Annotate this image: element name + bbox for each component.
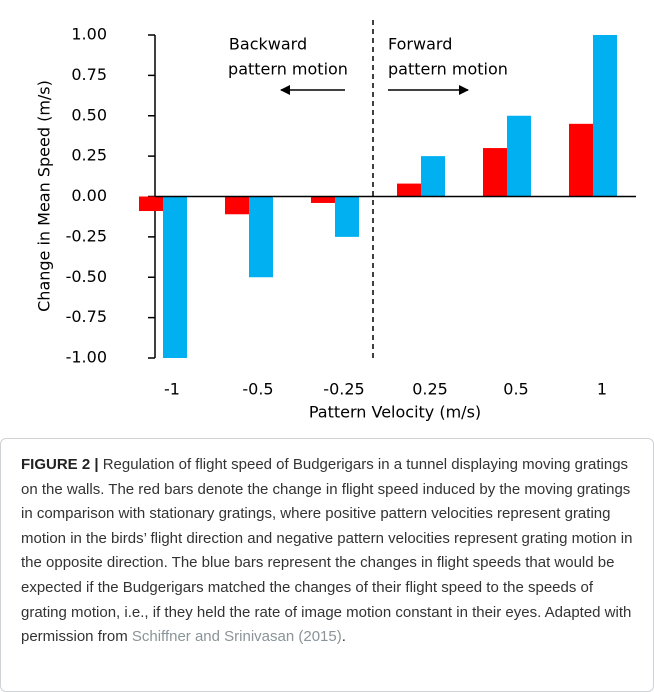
y-tick-label: -0.75 <box>66 307 107 326</box>
bar <box>507 115 531 197</box>
annotation: Backward <box>229 35 307 54</box>
bar <box>311 196 335 203</box>
annotation: pattern motion <box>228 60 348 79</box>
x-axis-label: Pattern Velocity (m/s) <box>309 403 481 422</box>
caption-label: FIGURE 2 | <box>21 456 99 473</box>
annotation: pattern motion <box>388 60 508 79</box>
chart: Backward pattern motion Forward pattern … <box>35 20 636 422</box>
annotation: Forward <box>388 35 452 54</box>
x-tick-label: -0.5 <box>242 380 273 399</box>
bar <box>335 196 359 237</box>
y-tick-label: 0.50 <box>71 105 107 124</box>
caption: FIGURE 2 | Regulation of flight speed of… <box>0 438 654 692</box>
y-tick-label: -0.25 <box>66 226 107 245</box>
y-tick-label: 0.25 <box>71 146 107 165</box>
bar <box>397 183 421 197</box>
x-tick-label: 1 <box>597 380 607 399</box>
bar <box>569 123 593 197</box>
y-axis-label: Change in Mean Speed (m/s) <box>35 80 54 312</box>
x-tick-label: 0.25 <box>412 380 448 399</box>
bar <box>139 196 163 212</box>
caption-reference[interactable]: Schiffner and Srinivasan (2015) <box>131 628 342 646</box>
y-tick-label: 1.00 <box>71 25 107 44</box>
bar <box>421 156 445 197</box>
x-tick-label: -0.25 <box>323 380 364 399</box>
caption-end: . <box>341 628 346 646</box>
bar <box>593 35 617 197</box>
x-tick-label: 0.5 <box>503 380 528 399</box>
y-tick-label: 0.00 <box>71 186 107 205</box>
bar <box>249 196 273 278</box>
caption-text: Regulation of flight speed of Budgerigar… <box>21 456 633 646</box>
bar <box>163 196 187 358</box>
bar <box>483 148 507 197</box>
y-tick-label: -1.00 <box>66 348 107 367</box>
y-tick-label: 0.75 <box>71 65 107 84</box>
bar <box>225 196 249 215</box>
x-tick-label: -1 <box>164 380 180 399</box>
y-tick-label: -0.50 <box>66 267 107 286</box>
